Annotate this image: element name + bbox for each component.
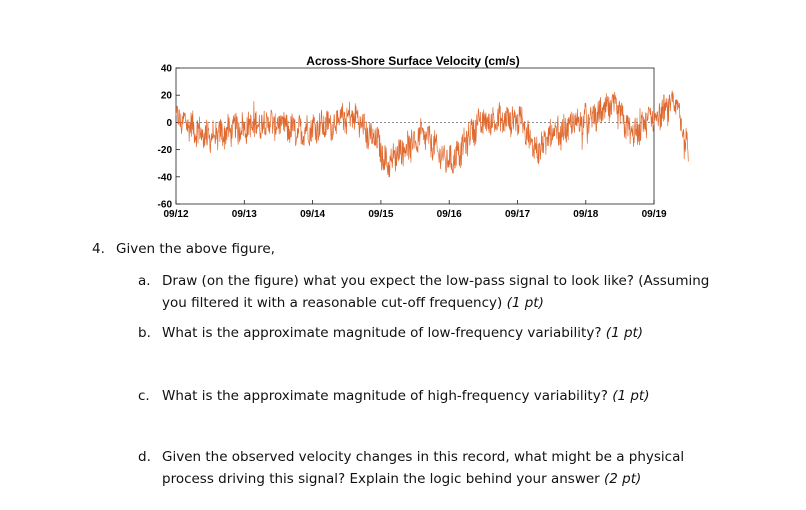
item-a-line2: you filtered it with a reasonable cut-of… [162,295,503,311]
item-d-line2: process driving this signal? Explain the… [162,471,600,487]
x-tick-label: 09/16 [437,209,462,220]
item-c-points: (1 pt) [612,388,650,404]
item-d-points: (2 pt) [604,471,642,487]
y-tick-label: 40 [161,64,173,75]
x-axis: 09/12 09/13 09/14 09/15 09/16 09/17 09/18 09/19 [163,200,667,220]
y-tick-label: 20 [161,91,173,102]
item-a-line1: Draw (on the figure) what you expect the… [162,273,710,289]
velocity-time-series-chart: Across-Shore Surface Velocity (cm/s) -60… [158,54,689,220]
item-a-text: Draw (on the figure) what you expect the… [162,270,722,314]
item-b-text: What is the approximate magnitude of low… [162,322,722,344]
question-stem: Given the above figure, [116,241,275,257]
x-tick-label: 09/15 [368,209,393,220]
item-c-text: What is the approximate magnitude of hig… [162,385,722,407]
y-tick-label: 0 [166,118,172,129]
chart-title: Across-Shore Surface Velocity (cm/s) [306,54,519,68]
item-b-line1: What is the approximate magnitude of low… [162,325,602,341]
y-tick-label: -20 [158,145,173,156]
item-b-points: (1 pt) [605,325,644,341]
item-b-letter: b. [138,325,151,341]
item-c-letter: c. [138,388,150,404]
item-c-line1: What is the approximate magnitude of hig… [162,388,608,404]
y-tick-label: -60 [158,200,173,211]
item-a-points: (1 pt) [506,295,544,311]
x-tick-label: 09/19 [642,209,667,220]
item-d-line1: Given the observed velocity changes in t… [162,449,685,465]
y-axis: -60 -40 -20 0 20 40 [158,64,180,211]
x-tick-label: 09/12 [163,209,188,220]
x-tick-label: 09/13 [232,209,257,220]
x-tick-label: 09/14 [300,209,325,220]
y-tick-label: -40 [158,172,173,183]
x-tick-label: 09/17 [505,209,530,220]
item-a-letter: a. [138,273,151,289]
x-tick-label: 09/18 [573,209,598,220]
question-number: 4. [92,241,105,257]
item-d-letter: d. [138,449,151,465]
plot-frame [175,67,655,205]
velocity-signal-line [175,90,689,178]
item-d-text: Given the observed velocity changes in t… [162,446,722,490]
